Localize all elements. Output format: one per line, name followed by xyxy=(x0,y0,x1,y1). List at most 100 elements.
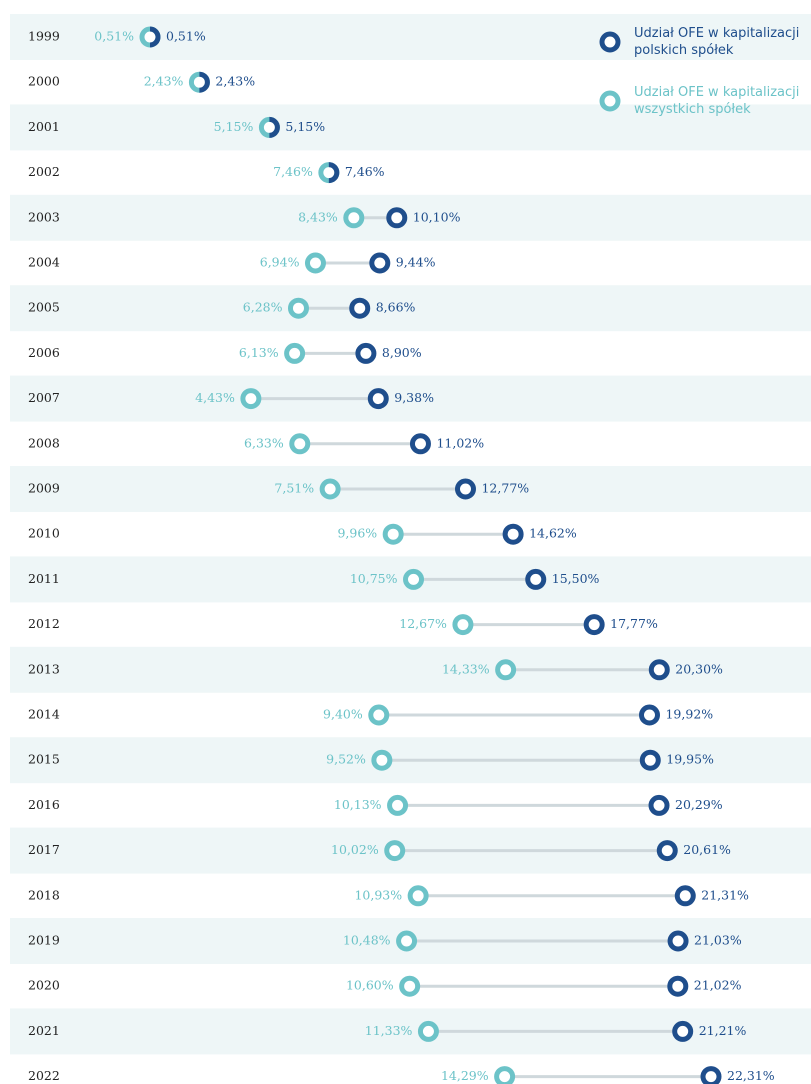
year-label: 1999 xyxy=(28,29,60,44)
value-label: 10,10% xyxy=(413,209,461,224)
marker xyxy=(639,749,661,771)
row-band xyxy=(10,194,811,241)
value-label: 12,77% xyxy=(481,481,529,496)
marker xyxy=(409,433,431,455)
marker xyxy=(399,975,421,997)
marker xyxy=(287,297,309,319)
marker xyxy=(284,342,306,364)
value-label: 11,33% xyxy=(365,1023,413,1038)
marker xyxy=(495,659,517,681)
value-label: 5,15% xyxy=(285,119,325,134)
marker xyxy=(367,388,389,410)
value-label: 19,95% xyxy=(666,752,714,767)
row-band xyxy=(10,285,811,332)
marker xyxy=(289,433,311,455)
year-label: 2009 xyxy=(28,481,60,496)
marker xyxy=(387,794,409,816)
value-label: 20,29% xyxy=(675,797,723,812)
marker xyxy=(638,704,660,726)
marker xyxy=(502,523,524,545)
year-label: 2000 xyxy=(28,74,60,89)
legend-label: Udział OFE w kapitalizacji wszystkich sp… xyxy=(634,85,800,117)
legend-marker xyxy=(599,90,621,112)
marker xyxy=(386,207,408,229)
value-label: 9,52% xyxy=(326,752,366,767)
marker xyxy=(396,930,418,952)
value-label: 20,30% xyxy=(675,661,723,676)
year-label: 2005 xyxy=(28,300,60,315)
value-label: 8,90% xyxy=(382,345,422,360)
value-label: 10,75% xyxy=(350,571,398,586)
marker xyxy=(355,342,377,364)
value-label: 11,02% xyxy=(436,435,484,450)
value-label: 2,43% xyxy=(215,74,255,89)
value-label: 19,92% xyxy=(665,707,713,722)
value-label: 14,62% xyxy=(529,526,577,541)
year-label: 2010 xyxy=(28,526,60,541)
value-label: 6,28% xyxy=(243,300,283,315)
value-label: 7,46% xyxy=(345,164,385,179)
value-label: 10,60% xyxy=(346,978,394,993)
value-label: 21,02% xyxy=(694,978,742,993)
marker xyxy=(648,794,670,816)
marker xyxy=(667,975,689,997)
value-label: 17,77% xyxy=(610,616,658,631)
year-label: 2022 xyxy=(28,1068,60,1083)
marker xyxy=(525,568,547,590)
value-label: 0,51% xyxy=(166,29,206,44)
marker xyxy=(349,297,371,319)
value-label: 20,61% xyxy=(683,842,731,857)
value-label: 8,43% xyxy=(298,209,338,224)
marker xyxy=(674,885,696,907)
marker xyxy=(648,659,670,681)
year-label: 2007 xyxy=(28,390,60,405)
row-band xyxy=(10,375,811,422)
year-label: 2018 xyxy=(28,887,60,902)
year-label: 2016 xyxy=(28,797,60,812)
value-label: 21,03% xyxy=(694,933,742,948)
marker xyxy=(656,840,678,862)
value-label: 9,40% xyxy=(323,707,363,722)
year-label: 2002 xyxy=(28,164,60,179)
value-label: 21,21% xyxy=(699,1023,747,1038)
value-label: 6,94% xyxy=(260,255,300,270)
year-label: 2003 xyxy=(28,209,60,224)
marker xyxy=(382,523,404,545)
value-label: 6,13% xyxy=(239,345,279,360)
legend-marker xyxy=(599,31,621,53)
marker xyxy=(583,614,605,636)
marker xyxy=(368,704,390,726)
value-label: 10,48% xyxy=(343,933,391,948)
year-label: 2011 xyxy=(28,571,60,586)
value-label: 2,43% xyxy=(144,74,184,89)
marker xyxy=(403,568,425,590)
marker xyxy=(240,388,262,410)
year-label: 2021 xyxy=(28,1023,60,1038)
marker xyxy=(417,1020,439,1042)
marker xyxy=(667,930,689,952)
marker xyxy=(369,252,391,274)
marker xyxy=(199,71,210,93)
year-label: 2006 xyxy=(28,345,60,360)
value-label: 4,43% xyxy=(195,390,235,405)
marker xyxy=(700,1066,722,1084)
legend-label: Udział OFE w kapitalizacji polskich spół… xyxy=(634,26,800,58)
marker xyxy=(452,614,474,636)
value-label: 9,44% xyxy=(396,255,436,270)
marker xyxy=(304,252,326,274)
value-label: 7,46% xyxy=(273,164,313,179)
marker xyxy=(407,885,429,907)
year-label: 2014 xyxy=(28,707,60,722)
value-label: 22,31% xyxy=(727,1068,775,1083)
value-label: 7,51% xyxy=(274,481,314,496)
year-label: 2012 xyxy=(28,616,60,631)
value-label: 14,33% xyxy=(442,661,490,676)
year-label: 2013 xyxy=(28,661,60,676)
marker xyxy=(319,478,341,500)
marker xyxy=(343,207,365,229)
value-label: 10,13% xyxy=(334,797,382,812)
value-label: 14,29% xyxy=(441,1068,489,1083)
marker xyxy=(149,26,161,48)
